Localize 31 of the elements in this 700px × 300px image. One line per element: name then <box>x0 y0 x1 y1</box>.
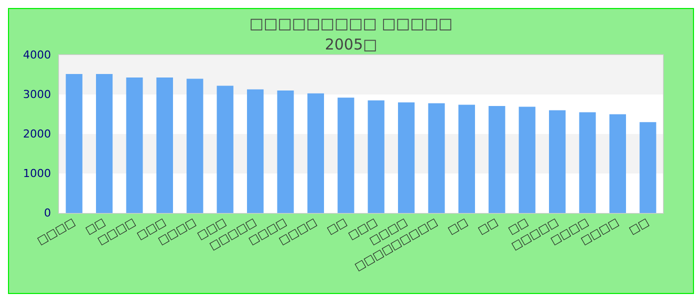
bar <box>186 78 204 213</box>
bar <box>307 93 324 213</box>
y-tick-label: 3000 <box>23 88 51 101</box>
bar <box>428 103 445 213</box>
bar <box>368 100 384 213</box>
bar <box>548 110 566 213</box>
x-tick-label: □□ <box>476 215 500 238</box>
chart-title: □□□□□□□□□ □□□□□ <box>249 14 453 32</box>
x-tick-label: □□ <box>626 215 652 238</box>
y-tick-label: 2000 <box>23 128 51 140</box>
bar <box>398 102 415 213</box>
bar <box>66 74 82 213</box>
bar <box>518 106 536 213</box>
bar <box>579 112 596 213</box>
bar <box>277 90 294 213</box>
y-tick-label: 4000 <box>23 48 51 62</box>
bar <box>488 106 506 213</box>
y-tick-label: 0 <box>44 206 51 220</box>
x-tick-label: □□ <box>324 215 350 238</box>
bar <box>640 122 656 213</box>
bar <box>458 104 476 213</box>
bar <box>156 78 174 213</box>
chart-subtitle: 2005□ <box>324 36 378 54</box>
bar <box>96 74 113 213</box>
bar <box>609 114 626 213</box>
bar <box>338 98 354 213</box>
y-tick-label: 1000 <box>23 167 51 180</box>
bar <box>246 89 264 213</box>
x-tick-label: □□ <box>445 215 470 238</box>
bar <box>126 78 143 213</box>
bar <box>216 86 234 213</box>
